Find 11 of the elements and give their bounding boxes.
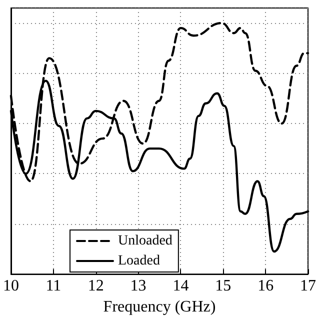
x-tick-label: 13 [130, 278, 146, 295]
legend-label: Unloaded [118, 234, 172, 248]
x-tick-label: 16 [258, 278, 274, 295]
x-tick-label: 10 [3, 278, 19, 295]
x-tick-label: 12 [88, 278, 104, 295]
x-axis-title: Frequency (GHz) [103, 298, 216, 316]
x-tick-label: 15 [215, 278, 232, 295]
x-tick-label: 17 [300, 278, 316, 295]
x-tick-label: 11 [46, 278, 62, 295]
x-tick-label: 14 [172, 278, 189, 295]
legend-label: Loaded [118, 254, 160, 268]
